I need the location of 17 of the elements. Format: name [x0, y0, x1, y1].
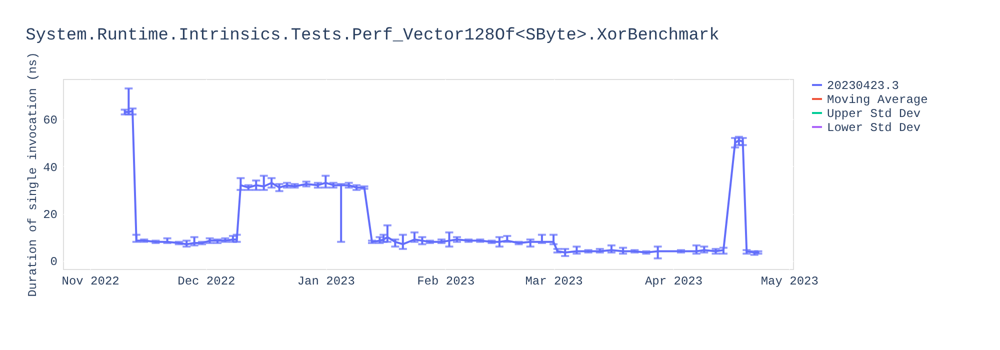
legend-label: 20230423.3: [827, 79, 900, 93]
chart-title: System.Runtime.Intrinsics.Tests.Perf_Vector128Of<SByte>.XorBenchmark: [26, 26, 720, 46]
legend-label: Upper Std Dev: [827, 107, 921, 121]
y-tick-label: 60: [43, 114, 58, 128]
y-tick-label: 0: [50, 255, 58, 270]
x-tick-label: Nov 2022: [62, 274, 120, 288]
x-tick-label: Dec 2022: [178, 274, 236, 288]
legend-label: Moving Average: [827, 93, 928, 107]
x-tick-label: Feb 2023: [417, 274, 475, 288]
x-tick-label: Mar 2023: [525, 274, 583, 288]
x-tick-label: Apr 2023: [644, 274, 703, 288]
x-tick-label: Jan 2023: [297, 274, 355, 288]
x-tick-label: May 2023: [760, 274, 818, 288]
y-tick-label: 20: [43, 208, 58, 222]
legend-label: Lower Std Dev: [827, 121, 921, 135]
y-tick-label: 40: [43, 160, 58, 175]
y-axis-title: Duration of single invocation (ns): [26, 52, 40, 297]
